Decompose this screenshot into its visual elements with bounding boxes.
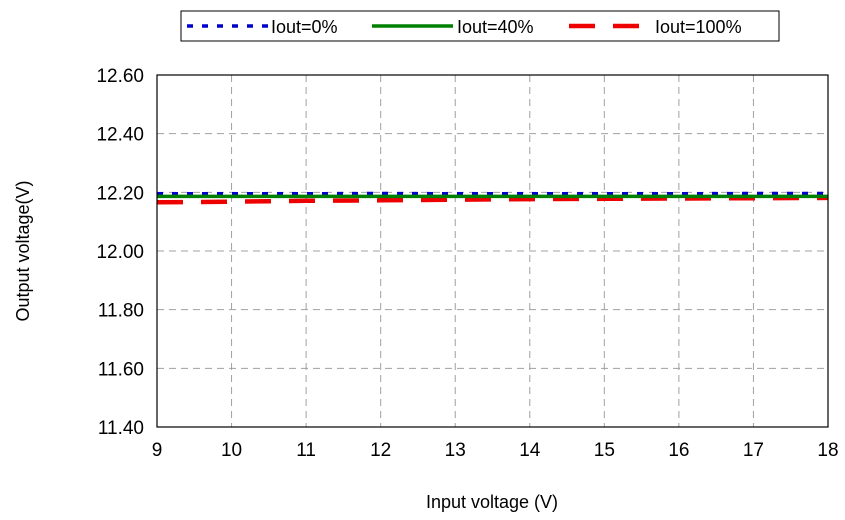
x-tick-label: 15: [594, 440, 615, 461]
x-tick-label: 10: [221, 440, 242, 461]
x-tick-label: 11: [296, 440, 316, 461]
y-tick-label: 11.80: [98, 301, 144, 322]
x-tick-label: 17: [743, 440, 764, 461]
y-tick-label: 12.20: [96, 183, 144, 204]
x-tick-label: 12: [370, 440, 391, 461]
legend-label-iout-100: Iout=100%: [655, 17, 742, 37]
y-tick-label: 11.60: [98, 359, 144, 380]
y-tick-label: 12.60: [96, 66, 144, 87]
legend: Iout=0% Iout=40% Iout=100%: [180, 10, 780, 42]
x-tick-label: 14: [519, 440, 541, 461]
plot-border: [156, 74, 829, 428]
y-tick-label: 12.00: [96, 242, 144, 263]
series-group: [156, 191, 829, 205]
x-tick-label: 9: [152, 440, 163, 461]
legend-label-iout-0: Iout=0%: [271, 17, 338, 37]
y-tick-label: 12.40: [96, 125, 144, 146]
x-tick-label: 18: [817, 440, 838, 461]
y-tick-labels: 12.60 12.40 12.20 12.00 11.80 11.60 11.40: [96, 66, 144, 439]
x-axis-label: Input voltage (V): [426, 492, 558, 512]
y-tick-label: 11.40: [98, 418, 144, 439]
y-axis-label: Output voltage(V): [13, 180, 33, 321]
legend-label-iout-40: Iout=40%: [457, 17, 534, 37]
x-tick-label: 13: [445, 440, 466, 461]
x-tick-labels: 9 10 11 12 13 14 15 16 17 18: [152, 440, 839, 461]
x-tick-label: 16: [668, 440, 689, 461]
grid: [157, 75, 828, 427]
legend-box: [180, 10, 780, 42]
series-line-iout-100-: [156, 195, 829, 205]
